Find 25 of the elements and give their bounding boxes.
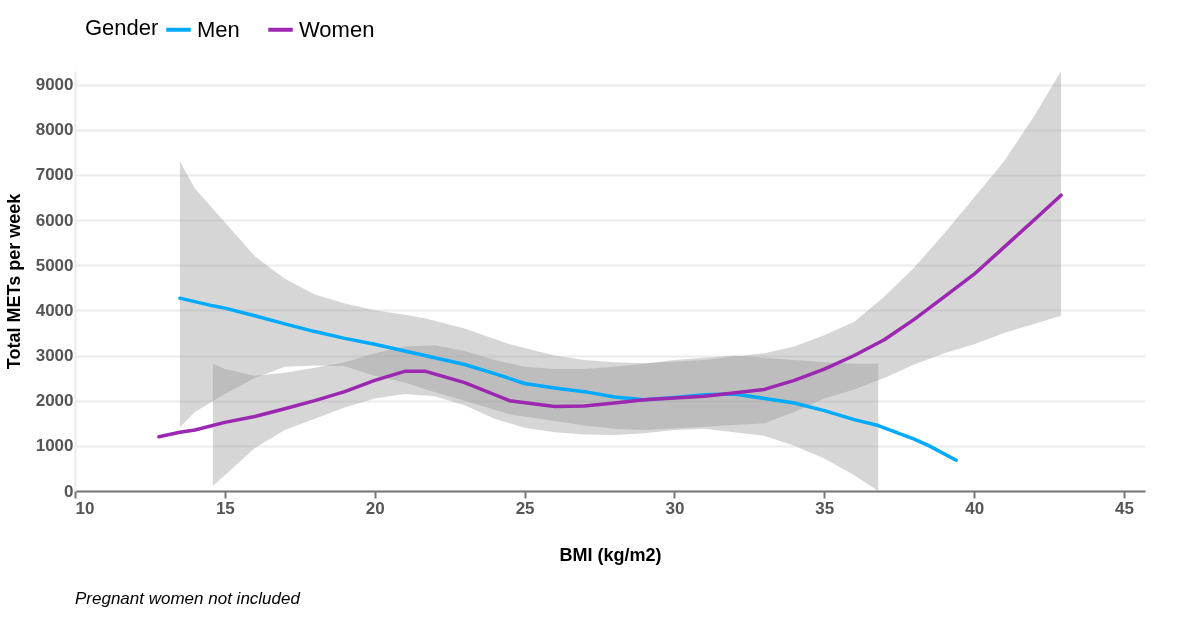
y-axis-title: Total METs per week [3,192,24,370]
x-axis-title: BMI (kg/m2) [559,544,662,565]
x-tick-label: 35 [815,498,835,518]
y-tick-label: 3000 [35,346,74,366]
y-tick-label: 6000 [35,210,74,230]
x-tick-label: 10 [75,498,95,518]
x-tick-label: 15 [215,498,235,518]
line-series [157,193,1063,439]
x-tick-label: 30 [665,498,685,518]
x-tick-label: 25 [515,498,535,518]
y-tick-label: 8000 [35,120,74,140]
y-tick-label: 5000 [35,255,74,275]
y-tick-label: 2000 [35,391,74,411]
y-tick-label: 1000 [35,436,74,456]
text: Pregnant women not included [75,589,301,608]
y-tick-label: 9000 [35,75,74,95]
y-tick-label: 0 [64,481,74,501]
y-tick-label: 7000 [35,165,74,185]
legend-label: Women [299,16,375,42]
y-tick-label: 4000 [35,300,74,320]
x-tick-label: 45 [1115,498,1134,518]
x-tick-label: 40 [965,498,985,518]
legend-title: Gender [85,15,159,40]
x-tick-label: 20 [365,498,385,518]
legend-label: Men [197,16,240,42]
